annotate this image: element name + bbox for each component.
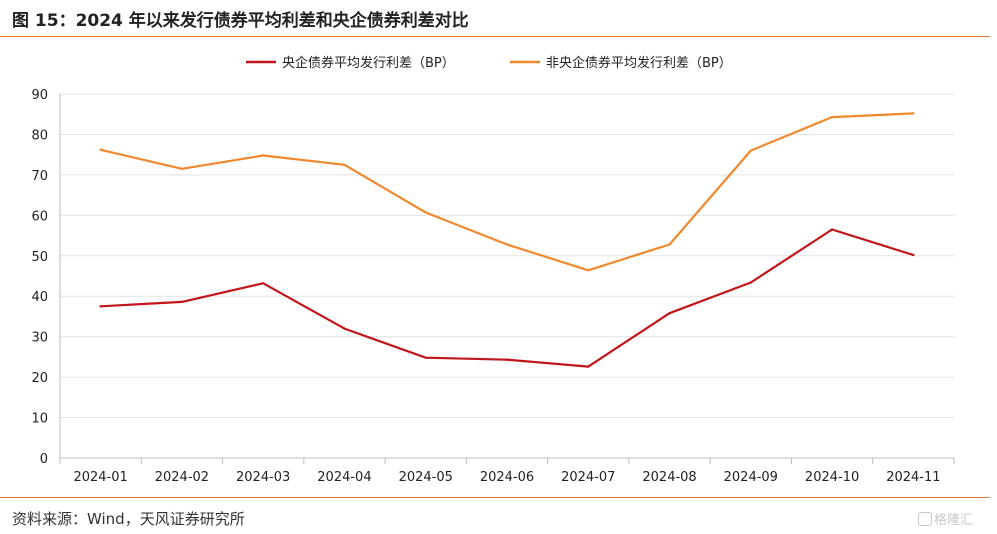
- x-tick-label: 2024-07: [561, 470, 615, 485]
- legend: 央企债券平均发行利差（BP） 非央企债券平均发行利差（BP）: [246, 55, 732, 71]
- x-tick-label: 2024-02: [155, 470, 209, 485]
- y-tick-label: 10: [31, 412, 48, 427]
- data-point: [505, 243, 509, 246]
- y-tick-label: 80: [31, 128, 48, 143]
- legend-item-0: 央企债券平均发行利差（BP）: [246, 55, 455, 71]
- data-point: [912, 253, 915, 257]
- y-tick-label: 90: [31, 88, 48, 103]
- y-tick-label: 50: [31, 250, 48, 265]
- data-point: [343, 327, 346, 330]
- x-tick-label: 2024-06: [480, 470, 534, 485]
- y-tick-label: 0: [40, 452, 48, 467]
- y-tick-label: 30: [31, 331, 48, 346]
- data-point: [912, 112, 915, 115]
- legend-item-1: 非央企债券平均发行利差（BP）: [510, 55, 732, 71]
- data-point: [180, 300, 184, 304]
- x-tick-label: 2024-04: [317, 470, 371, 485]
- top-divider: [0, 36, 990, 37]
- line-chart: 央企债券平均发行利差（BP） 非央企债券平均发行利差（BP） 0 10 20 30 40 5…: [31, 55, 955, 485]
- data-point: [749, 281, 753, 284]
- watermark-text: 格隆汇: [934, 513, 974, 528]
- data-point: [587, 269, 590, 272]
- y-tick-label: 60: [31, 209, 48, 224]
- source-note: 资料来源：Wind，天风证券研究所: [12, 510, 245, 528]
- data-point: [668, 312, 671, 315]
- data-point: [505, 358, 509, 361]
- gridlines: [60, 93, 954, 419]
- y-tick-label: 20: [31, 371, 48, 386]
- x-tick-label: 2024-11: [886, 470, 940, 485]
- legend-label: 非央企债券平均发行利差（BP）: [546, 55, 732, 71]
- data-point: [587, 365, 590, 368]
- data-point: [424, 211, 427, 214]
- y-tick-label: 70: [31, 169, 48, 184]
- x-tick-label: 2024-05: [399, 470, 453, 485]
- x-tick-label: 2024-09: [724, 470, 778, 485]
- legend-label: 央企债券平均发行利差（BP）: [282, 55, 455, 71]
- axes: 0 10 20 30 40 50 60 70 80 90 2024-01 2024-02 2024-03…: [31, 88, 955, 485]
- series-line-1: [100, 112, 914, 272]
- data-point: [180, 167, 184, 171]
- data-point: [830, 115, 834, 119]
- data-point: [343, 163, 346, 166]
- data-point: [668, 243, 671, 246]
- bottom-divider: [0, 497, 990, 498]
- x-tick-label: 2024-08: [642, 470, 696, 485]
- figure-title: 图 15：2024 年以来发行债券平均利差和央企债券利差对比: [12, 11, 469, 31]
- y-tick-label: 40: [31, 290, 48, 305]
- watermark: 格隆汇: [918, 509, 973, 528]
- x-tick-label: 2024-01: [73, 470, 127, 485]
- x-tick-label: 2024-10: [805, 470, 859, 485]
- x-tick-label: 2024-03: [236, 470, 290, 485]
- data-point: [261, 154, 265, 157]
- watermark-logo-icon: [918, 512, 932, 526]
- data-point: [99, 148, 102, 152]
- series-lines: [99, 112, 915, 368]
- data-point: [749, 149, 753, 152]
- series-line-0: [100, 228, 914, 368]
- data-point: [261, 282, 265, 285]
- data-point: [830, 228, 834, 231]
- data-point: [99, 305, 102, 308]
- data-point: [424, 356, 427, 359]
